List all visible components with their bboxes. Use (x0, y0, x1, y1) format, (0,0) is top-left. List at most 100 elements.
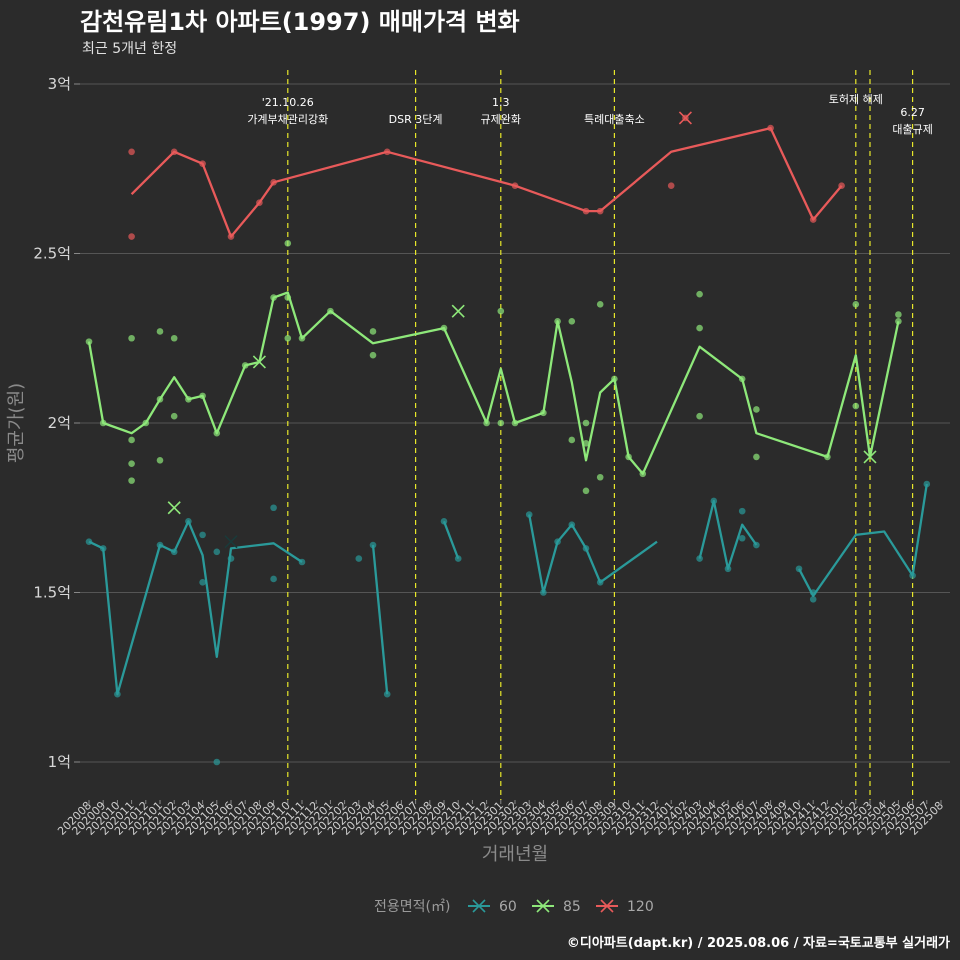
series-points (85, 111, 931, 766)
series-120-line (130, 126, 843, 238)
series-120-point (582, 207, 590, 215)
chart-subtitle: 최근 5개년 한정 (82, 41, 177, 57)
x-axis-title: 거래년월 (482, 844, 548, 865)
legend-item-120: 120 (596, 899, 654, 915)
legend: 전용면적(㎡) 60 85 120 (374, 899, 654, 915)
series-120-point (667, 182, 675, 189)
y-axis-title: 평균가(원) (6, 383, 27, 463)
outlier-cross (600, 899, 614, 913)
series-85-point (440, 324, 448, 332)
series-85-point (753, 406, 760, 413)
series-85-point (128, 334, 135, 342)
source-caption: ©디아파트(dapt.kr) / 2025.08.06 / 자료=국토교통부 실… (567, 935, 950, 951)
series-85-point (213, 429, 221, 437)
y-tick-label: 1.5억 (33, 584, 71, 602)
series-85-point (625, 453, 632, 461)
series-85-point (582, 440, 590, 447)
y-tick-label: 2억 (48, 414, 71, 432)
cross-stroke (863, 450, 877, 464)
y-tick-label: 2.5억 (33, 245, 71, 263)
event-lines (287, 70, 914, 800)
series-85-point (738, 375, 746, 383)
series-60-line (528, 514, 658, 594)
series-85-point (540, 409, 547, 417)
series-60-line (442, 520, 460, 560)
series-60-point (923, 480, 931, 488)
cross-stroke (252, 355, 266, 369)
series-85-line (87, 291, 900, 475)
series-60-point (199, 579, 206, 586)
series-85-point (270, 294, 277, 301)
legend-title: 전용면적(㎡) (374, 899, 450, 915)
series-85-point (568, 318, 576, 325)
series-60-line (698, 499, 758, 570)
series-60-point (270, 504, 277, 512)
event-annotation: 가계부채관리강화 (247, 113, 328, 126)
series-85-point (369, 328, 377, 335)
series-85-point (170, 334, 178, 342)
series-120-point (596, 207, 604, 215)
series-60-point (710, 497, 718, 505)
event-annotation: 특례대출축소 (584, 113, 645, 126)
series-120-point (256, 199, 263, 206)
series-85-point (199, 392, 206, 400)
series-85-point (511, 419, 519, 427)
series-85-point (128, 460, 135, 467)
event-annotation: 규제완화 (481, 113, 521, 126)
series-85-point (298, 334, 306, 342)
series-120-point (170, 148, 178, 156)
series-60-line (797, 483, 928, 598)
series-60-point (909, 572, 916, 579)
series-85-point (284, 294, 292, 301)
series-60-point (795, 565, 803, 573)
cross-stroke (451, 304, 465, 318)
series-60-point (554, 538, 561, 545)
series-85-point (582, 487, 590, 495)
event-annotation: 1.3 (492, 96, 510, 109)
series-60-point (99, 545, 107, 552)
series-85-point (895, 318, 902, 325)
series-60-point (156, 541, 164, 549)
series-60-point (809, 589, 817, 596)
series-85-point (568, 436, 576, 444)
series-120-point (383, 148, 391, 156)
series-85-point (185, 395, 192, 403)
cross-stroke (600, 899, 614, 913)
series-60-point (213, 758, 221, 766)
series-60-line (88, 520, 303, 696)
series-85-point (639, 470, 647, 478)
series-85-point (241, 362, 249, 369)
series-85-point (369, 351, 377, 359)
series-85-point (156, 456, 164, 464)
legend-item-60: 60 (468, 899, 517, 915)
event-annotations: '21.10.26 가계부채관리강화 DSR 3단계 1.3 규제완화 특례대출축소 토허제… (247, 92, 933, 136)
series-120-point (128, 148, 135, 156)
cross-stroke (472, 899, 486, 913)
series-60-point (540, 589, 547, 596)
series-85-point (156, 395, 164, 403)
series-85-point (156, 328, 164, 335)
series-60-point (753, 541, 760, 549)
series-85-point (85, 338, 93, 345)
series-60-point (355, 555, 363, 562)
series-60-point (568, 521, 576, 528)
series-60-point (85, 538, 93, 545)
series-60-point (298, 558, 306, 566)
series-85-point (611, 375, 618, 383)
series-120-point (767, 124, 774, 132)
series-85-point (582, 419, 590, 427)
outlier-cross (252, 355, 266, 369)
cross-stroke (536, 899, 550, 913)
series-85-point (696, 412, 703, 420)
event-annotation: 대출규제 (892, 123, 932, 136)
series-85-point (554, 318, 561, 325)
chart-title: 감천유림1차 아파트(1997) 매매가격 변화 (80, 8, 520, 36)
series-85-point (596, 473, 604, 481)
series-60-point (696, 555, 703, 562)
series-60-point (525, 511, 533, 518)
series-60-point (596, 579, 604, 586)
series-85-point (753, 453, 760, 461)
outlier-cross (451, 304, 465, 318)
series-60-point (454, 555, 462, 562)
